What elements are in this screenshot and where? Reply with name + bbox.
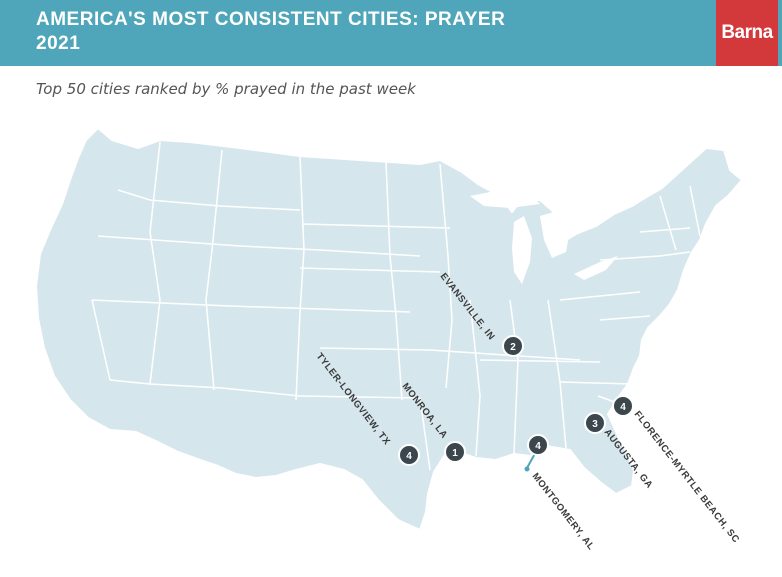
lake-erie <box>574 256 618 280</box>
label-montgomery: MONTGOMERY, AL <box>530 471 597 552</box>
pointer-dot <box>524 466 530 472</box>
rank-badge <box>502 335 524 357</box>
rank-badge <box>584 412 606 434</box>
us-map: EVANSVILLE, IN 2 MONROA, LA 1 TYLER-LONG… <box>0 110 782 577</box>
rank-monroa: 1 <box>452 448 458 459</box>
lake-huron <box>540 210 570 258</box>
us-land-shape <box>35 127 743 531</box>
state-borders <box>91 141 701 471</box>
rank-tyler-longview: 4 <box>406 451 412 462</box>
subtitle: Top 50 cities ranked by % prayed in the … <box>36 80 416 98</box>
barna-logo: Barna <box>716 0 778 66</box>
page-year: 2021 <box>36 33 81 54</box>
us-map-svg: EVANSVILLE, IN 2 MONROA, LA 1 TYLER-LONG… <box>35 127 743 553</box>
rank-badge <box>444 441 466 463</box>
page-title: AMERICA'S MOST CONSISTENT CITIES: PRAYER <box>36 9 506 30</box>
lake-superior <box>470 190 540 208</box>
header-banner: AMERICA'S MOST CONSISTENT CITIES: PRAYER… <box>0 0 782 66</box>
rank-evansville: 2 <box>510 342 516 353</box>
rank-montgomery: 4 <box>535 441 541 452</box>
rank-florence-myrtle-beach: 4 <box>620 402 626 413</box>
rank-badge <box>527 434 549 456</box>
rank-badge <box>398 444 420 466</box>
rank-augusta: 3 <box>592 419 598 430</box>
rank-badge <box>612 395 634 417</box>
lake-michigan <box>512 216 532 284</box>
